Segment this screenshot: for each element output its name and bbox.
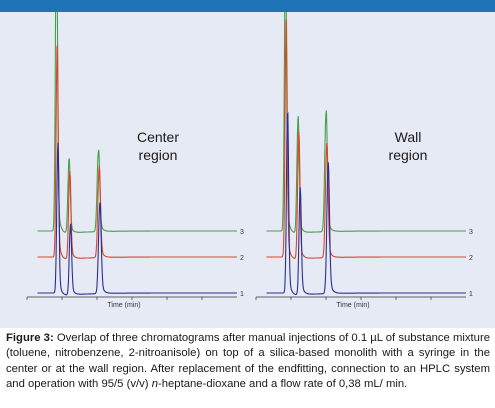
trace-2 (37, 44, 237, 260)
region-label-line-0: Center (137, 129, 179, 145)
region-label-line-1: region (139, 147, 178, 163)
trace-3 (266, 12, 466, 233)
figure-caption: Figure 3: Overlap of three chromatograms… (6, 331, 490, 392)
trace-label-3: 3 (240, 229, 244, 236)
region-label-line-0: Wall (395, 129, 422, 145)
trace-label-1: 1 (240, 291, 244, 298)
trace-label-2: 2 (469, 255, 473, 262)
trace-3 (37, 12, 237, 233)
trace-1 (266, 111, 466, 296)
trace-1 (37, 142, 237, 296)
chromatogram-figure: Time (min) 3 2 1 Center region Time (min) 3 2 1 W… (26, 12, 473, 309)
trace-label-1: 1 (469, 291, 473, 298)
chart-center-region: Time (min) 3 2 1 Center region (26, 12, 244, 309)
region-label-line-1: region (389, 147, 428, 163)
trace-2 (266, 19, 466, 260)
x-axis-label: Time (min) (107, 302, 140, 309)
figure-panel (0, 12, 495, 328)
caption-italic: n (151, 377, 158, 390)
caption-text-2: -heptane-dioxane and a flow rate of 0,38… (157, 377, 408, 390)
x-axis-label: Time (min) (336, 302, 369, 309)
top-accent-bar (0, 0, 495, 12)
caption-label: Figure 3: (6, 332, 54, 344)
caption-text-1: Overlap of three chromatograms after man… (6, 332, 491, 390)
trace-label-2: 2 (240, 255, 244, 262)
trace-label-3: 3 (469, 229, 473, 236)
chart-wall-region: Time (min) 3 2 1 Wall region (255, 12, 473, 309)
